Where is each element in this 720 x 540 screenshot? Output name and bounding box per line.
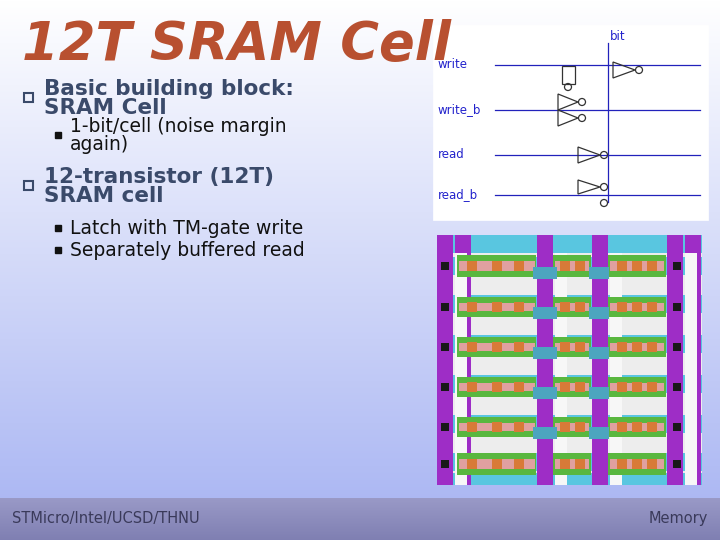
Bar xyxy=(433,25,708,220)
Text: 12T SRAM Cell: 12T SRAM Cell xyxy=(22,19,451,71)
Text: Separately buffered read: Separately buffered read xyxy=(70,240,305,260)
Text: read: read xyxy=(438,148,464,161)
Text: again): again) xyxy=(70,136,129,154)
Text: Latch with TM-gate write: Latch with TM-gate write xyxy=(70,219,303,238)
Text: read_b: read_b xyxy=(438,188,478,201)
Bar xyxy=(24,92,32,102)
Bar xyxy=(24,180,32,190)
Text: SRAM Cell: SRAM Cell xyxy=(44,98,166,118)
Text: SRAM cell: SRAM cell xyxy=(44,186,163,206)
Text: STMicro/Intel/UCSD/THNU: STMicro/Intel/UCSD/THNU xyxy=(12,511,199,526)
Bar xyxy=(55,132,61,138)
Bar xyxy=(55,225,61,231)
Text: Basic building block:: Basic building block: xyxy=(44,79,294,99)
Text: bit: bit xyxy=(610,30,626,43)
Text: 1-bit/cell (noise margin: 1-bit/cell (noise margin xyxy=(70,118,287,137)
Bar xyxy=(562,66,575,84)
Bar xyxy=(55,247,61,253)
Text: 12-transistor (12T): 12-transistor (12T) xyxy=(44,167,274,187)
Text: write: write xyxy=(438,58,468,71)
Text: write_b: write_b xyxy=(438,104,482,117)
Text: Memory: Memory xyxy=(649,511,708,526)
